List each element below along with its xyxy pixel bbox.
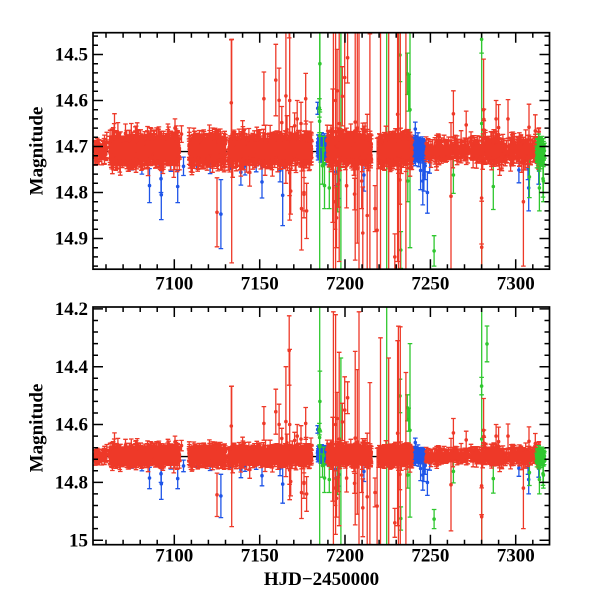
svg-text:14.8: 14.8 <box>55 183 88 204</box>
svg-text:7100: 7100 <box>155 546 193 567</box>
svg-text:14.5: 14.5 <box>55 45 88 66</box>
svg-text:7250: 7250 <box>411 546 449 567</box>
svg-text:7200: 7200 <box>326 274 364 295</box>
svg-text:14.9: 14.9 <box>55 229 88 250</box>
svg-text:Magnitude: Magnitude <box>27 107 48 196</box>
svg-text:7300: 7300 <box>497 274 535 295</box>
svg-text:7100: 7100 <box>155 274 193 295</box>
svg-text:14.4: 14.4 <box>55 357 89 378</box>
svg-text:7250: 7250 <box>411 274 449 295</box>
svg-text:15: 15 <box>69 530 88 551</box>
svg-text:HJD−2450000: HJD−2450000 <box>264 569 379 590</box>
svg-text:14.6: 14.6 <box>55 415 88 436</box>
svg-text:14.8: 14.8 <box>55 473 88 494</box>
svg-text:7150: 7150 <box>241 546 279 567</box>
svg-text:Magnitude: Magnitude <box>27 384 48 473</box>
svg-text:7150: 7150 <box>241 274 279 295</box>
svg-text:14.7: 14.7 <box>55 137 89 158</box>
svg-text:7200: 7200 <box>326 546 364 567</box>
svg-text:14.6: 14.6 <box>55 91 88 112</box>
svg-text:7300: 7300 <box>497 546 535 567</box>
svg-text:14.2: 14.2 <box>55 299 88 320</box>
